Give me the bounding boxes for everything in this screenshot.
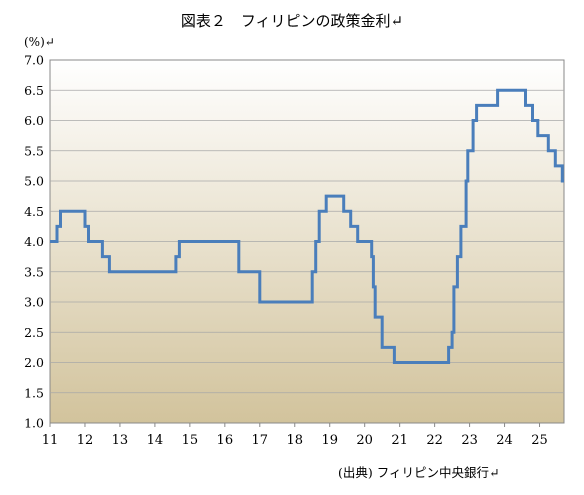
x-tick-label: 11 [42,433,59,448]
y-tick-label: 3.0 [24,295,44,310]
x-tick-label: 13 [112,433,129,448]
y-tick-label: 3.5 [24,264,44,279]
y-axis-ticks: 7.0 6.5 6.0 5.5 5.0 4.5 4.0 3.5 3.0 2.5 2.0 1.5 1.0 [24,53,44,431]
y-unit-label: (%)↵ [24,35,55,49]
y-tick-label: 2.0 [24,355,44,370]
y-tick-label: 5.0 [24,174,44,189]
x-tick-label: 15 [182,433,199,448]
chart-title: 図表２ フィリピンの政策金利↵ [180,12,404,30]
x-tick-label: 14 [147,433,164,448]
x-tick-label: 25 [531,433,548,448]
x-tick-label: 16 [217,433,234,448]
y-tick-label: 6.5 [24,83,44,98]
source-note: (出典) フィリピン中央銀行↵ [338,465,500,480]
x-tick-label: 18 [286,433,303,448]
x-tick-label: 12 [77,433,94,448]
y-tick-label: 2.5 [24,325,44,340]
x-tick-label: 19 [321,433,338,448]
y-tick-label: 5.5 [24,143,44,158]
y-tick-label: 1.0 [24,416,44,431]
y-tick-label: 4.5 [24,204,44,219]
y-tick-label: 6.0 [24,113,44,128]
x-tick-label: 23 [461,433,478,448]
x-axis-ticks: 11 12 13 14 15 16 17 18 19 20 21 22 23 24 25 [42,423,548,448]
y-tick-label: 1.5 [24,385,44,400]
x-tick-label: 24 [496,433,513,448]
policy-rate-line [50,88,564,364]
x-tick-label: 20 [356,433,373,448]
x-tick-label: 17 [252,433,269,448]
x-tick-label: 21 [391,433,408,448]
y-tick-label: 7.0 [24,53,44,68]
y-tick-label: 4.0 [24,234,44,249]
x-tick-label: 22 [426,433,443,448]
